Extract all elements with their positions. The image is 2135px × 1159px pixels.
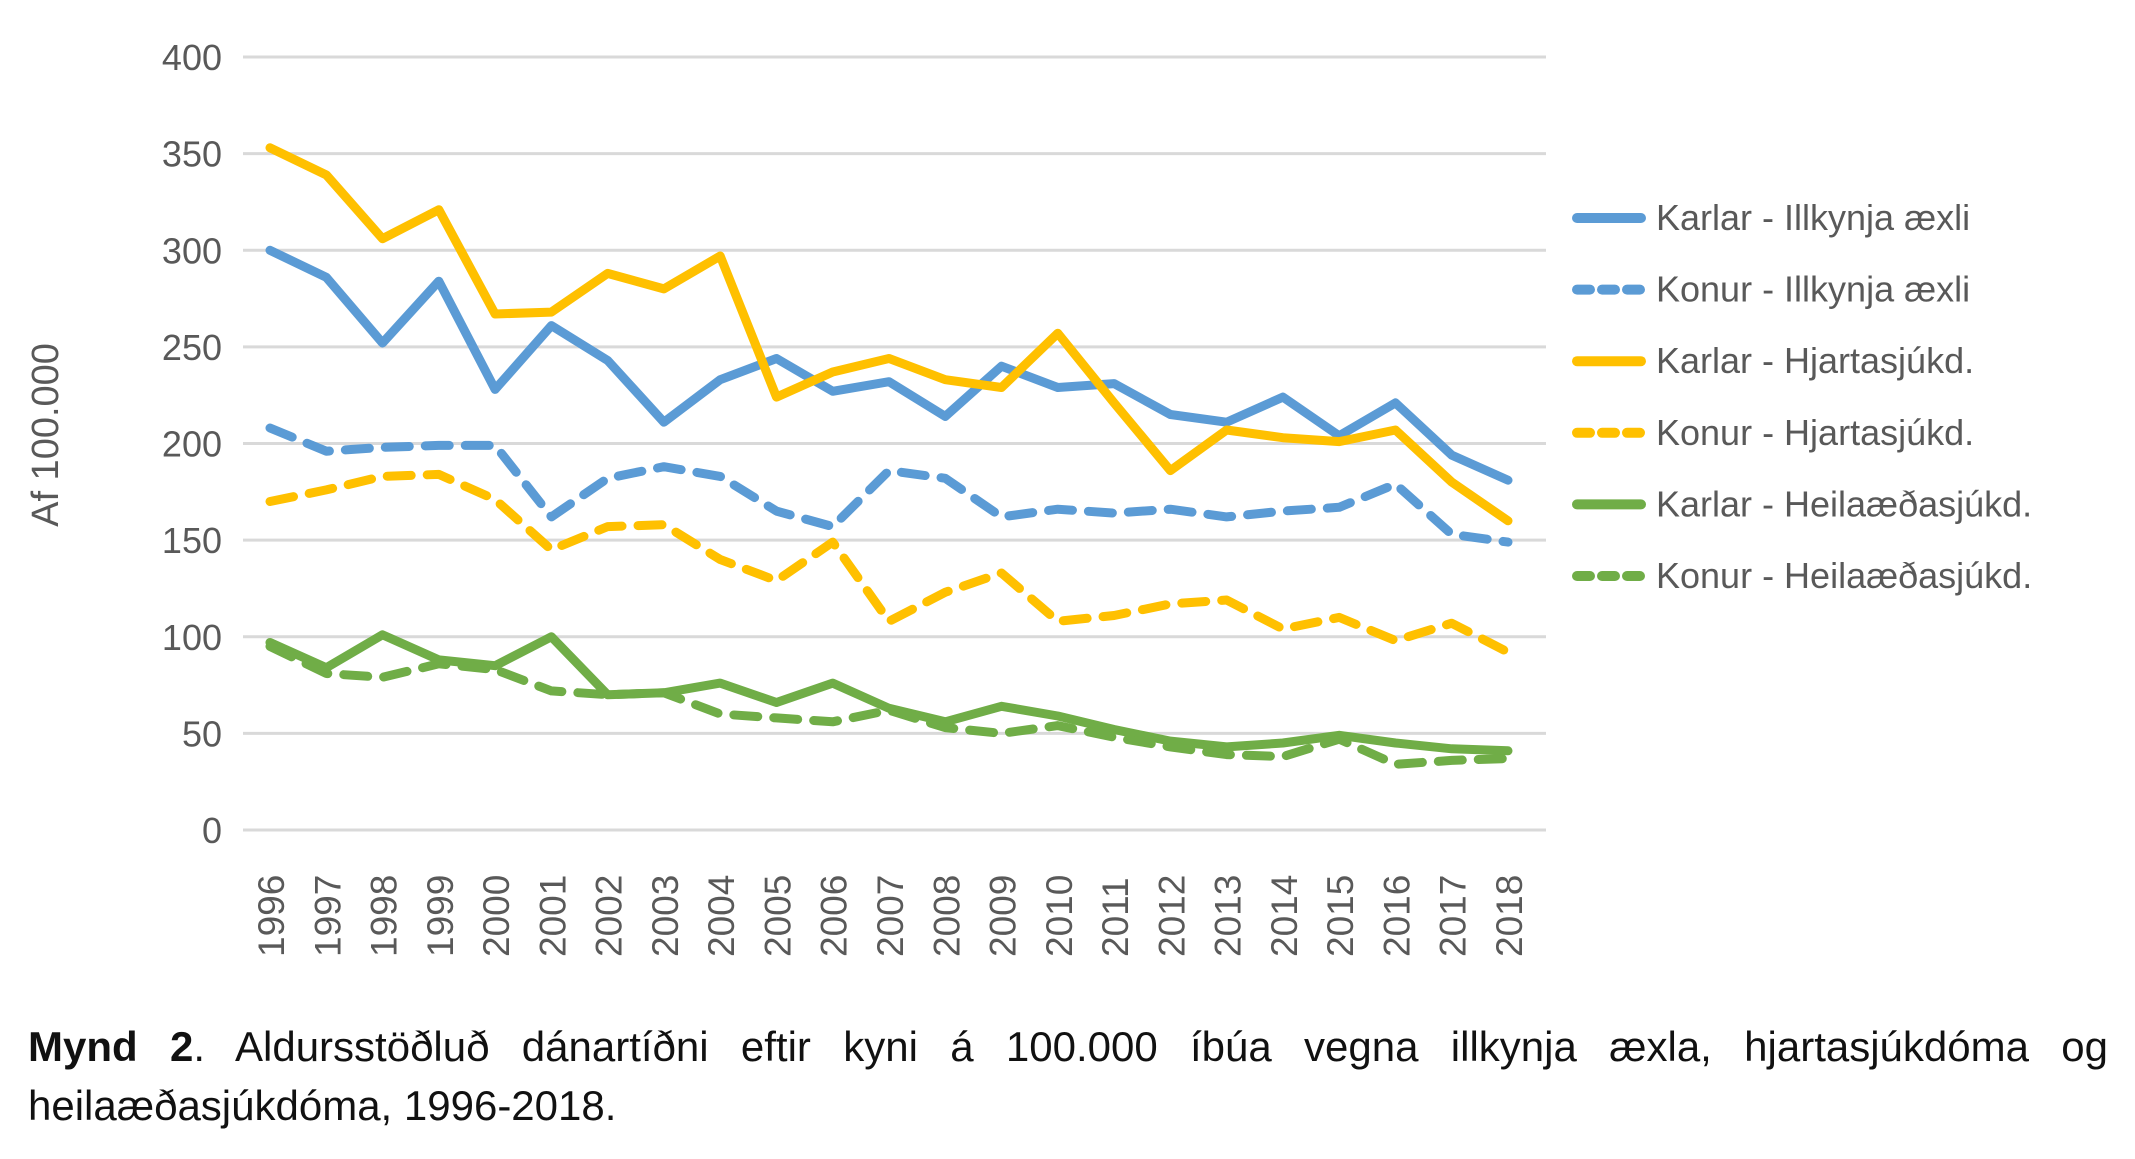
x-tick-label: 2014 <box>1264 875 1305 957</box>
x-tick-label: 2011 <box>1095 877 1136 957</box>
x-tick-label: 2008 <box>926 875 967 957</box>
x-tick-label: 2003 <box>645 875 686 957</box>
y-tick-label: 300 <box>162 230 222 271</box>
y-tick-label: 350 <box>162 134 222 175</box>
legend-item: Konur - Illkynja æxli <box>1572 269 1970 310</box>
x-tick-label: 2012 <box>1151 875 1192 957</box>
x-tick-label: 2016 <box>1376 875 1417 957</box>
legend-label: Karlar - Heilaæðasjúkd. <box>1656 483 2032 524</box>
x-tick-label: 2006 <box>814 875 855 957</box>
x-tick-label: 2005 <box>757 875 798 957</box>
x-axis-labels: 1996 1997 1998 1999 2000 2001 2002 2003 2004 2005… <box>251 875 1530 957</box>
legend: Karlar - Illkynja æxli Konur - Illkynja æ… <box>1572 197 2032 596</box>
y-tick-label: 50 <box>182 713 222 754</box>
series-line-konur <box>265 641 1513 769</box>
y-tick-label: 400 <box>162 37 222 78</box>
legend-item: Karlar - Hjartasjúkd. <box>1572 340 1974 381</box>
legend-item: Karlar - Heilaæðasjúkd. <box>1572 483 2032 524</box>
y-tick-label: 250 <box>162 327 222 368</box>
x-tick-label: 2001 <box>532 875 573 957</box>
x-tick-label: 1996 <box>251 875 292 957</box>
series-lines <box>265 143 1513 769</box>
caption-line-1: Mynd 2. Aldursstöðluð dánartíðni eftir k… <box>28 1018 2108 1077</box>
x-tick-label: 2018 <box>1489 875 1530 957</box>
x-tick-label: 2009 <box>983 875 1024 957</box>
legend-item: Karlar - Illkynja æxli <box>1572 197 1970 238</box>
series-line-karlar <box>265 143 1513 526</box>
x-tick-label: 2013 <box>1208 875 1249 957</box>
caption-figure-number: Mynd 2 <box>28 1023 194 1070</box>
x-tick-label: 1998 <box>364 875 405 957</box>
caption-text: . Aldursstöðluð dánartíðni eftir kyni á … <box>193 1023 2108 1070</box>
series-line-konur <box>265 423 1513 547</box>
legend-item: Konur - Hjartasjúkd. <box>1572 412 1974 453</box>
legend-label: Konur - Illkynja æxli <box>1656 269 1970 310</box>
y-tick-label: 200 <box>162 424 222 465</box>
legend-label: Karlar - Illkynja æxli <box>1656 197 1970 238</box>
series-line-karlar <box>265 245 1513 485</box>
x-tick-label: 2004 <box>701 875 742 957</box>
legend-item: Konur - Heilaæðasjúkd. <box>1572 555 2032 596</box>
legend-label: Konur - Heilaæðasjúkd. <box>1656 555 2032 596</box>
x-tick-label: 2017 <box>1433 875 1474 957</box>
y-axis-title: Af 100.000 <box>25 343 67 527</box>
legend-label: Konur - Hjartasjúkd. <box>1656 412 1974 453</box>
x-tick-label: 2010 <box>1039 875 1080 957</box>
x-tick-label: 1997 <box>307 875 348 957</box>
y-tick-label: 150 <box>162 520 222 561</box>
figure-caption: Mynd 2. Aldursstöðluð dánartíðni eftir k… <box>28 1018 2108 1136</box>
x-tick-label: 1999 <box>420 875 461 957</box>
y-tick-label: 0 <box>202 810 222 851</box>
x-tick-label: 2002 <box>589 875 630 957</box>
y-axis-labels: 0 50 100 150 200 250 300 350 400 <box>162 37 222 851</box>
legend-label: Karlar - Hjartasjúkd. <box>1656 340 1974 381</box>
x-tick-label: 2000 <box>476 875 517 957</box>
x-tick-label: 2007 <box>870 875 911 957</box>
x-tick-label: 2015 <box>1320 875 1361 957</box>
caption-line-2: heilaæðasjúkdóma, 1996-2018. <box>28 1081 617 1129</box>
series-line-konur <box>265 469 1513 657</box>
y-tick-label: 100 <box>162 617 222 658</box>
